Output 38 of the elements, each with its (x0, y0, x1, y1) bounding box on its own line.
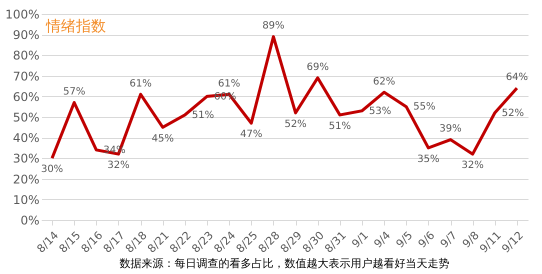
text: 64% (506, 72, 528, 84)
text: 51% (328, 120, 351, 132)
source-note: 数据来源：每日调查的看多占比，数值越大表示用户越看好当天走势 (120, 257, 450, 270)
text: 52% (502, 108, 524, 119)
y-tick-label: 0% (20, 214, 40, 228)
text: 61% (218, 78, 240, 90)
text: 30% (40, 164, 64, 176)
chart-title: 情绪指数 (45, 17, 106, 35)
text: 53% (368, 106, 392, 117)
text: 52% (284, 118, 307, 130)
x-tick-label: 9/5 (394, 228, 416, 251)
y-tick-label: 60% (12, 90, 40, 104)
text: 61% (129, 78, 152, 90)
y-tick-label: 50% (12, 110, 40, 124)
text: 32% (462, 160, 484, 172)
text: 69% (306, 62, 329, 73)
x-tick-label: 9/7 (438, 228, 460, 251)
y-tick-label: 40% (12, 131, 40, 146)
text: 39% (439, 124, 462, 135)
y-tick-label: 10% (12, 192, 40, 207)
text: 89% (262, 20, 285, 32)
y-tick-label: 20% (12, 172, 40, 186)
text: 32% (107, 160, 130, 172)
x-tick-label: 9/6 (416, 228, 438, 251)
text: 62% (372, 76, 396, 88)
text: 55% (413, 102, 436, 113)
y-tick-label: 70% (12, 69, 40, 84)
text: 57% (63, 86, 86, 98)
y-tick-label: 90% (12, 28, 40, 42)
text: 51% (192, 110, 214, 121)
x-tick-label: 9/4 (371, 228, 394, 251)
text: 35% (417, 154, 440, 165)
text: 45% (152, 133, 174, 144)
y-tick-label: 80% (12, 48, 40, 63)
text: 47% (240, 129, 262, 140)
y-tick-label: 30% (12, 152, 40, 166)
x-tick-label: 9/1 (349, 228, 371, 251)
y-tick-label: 100% (5, 8, 40, 22)
